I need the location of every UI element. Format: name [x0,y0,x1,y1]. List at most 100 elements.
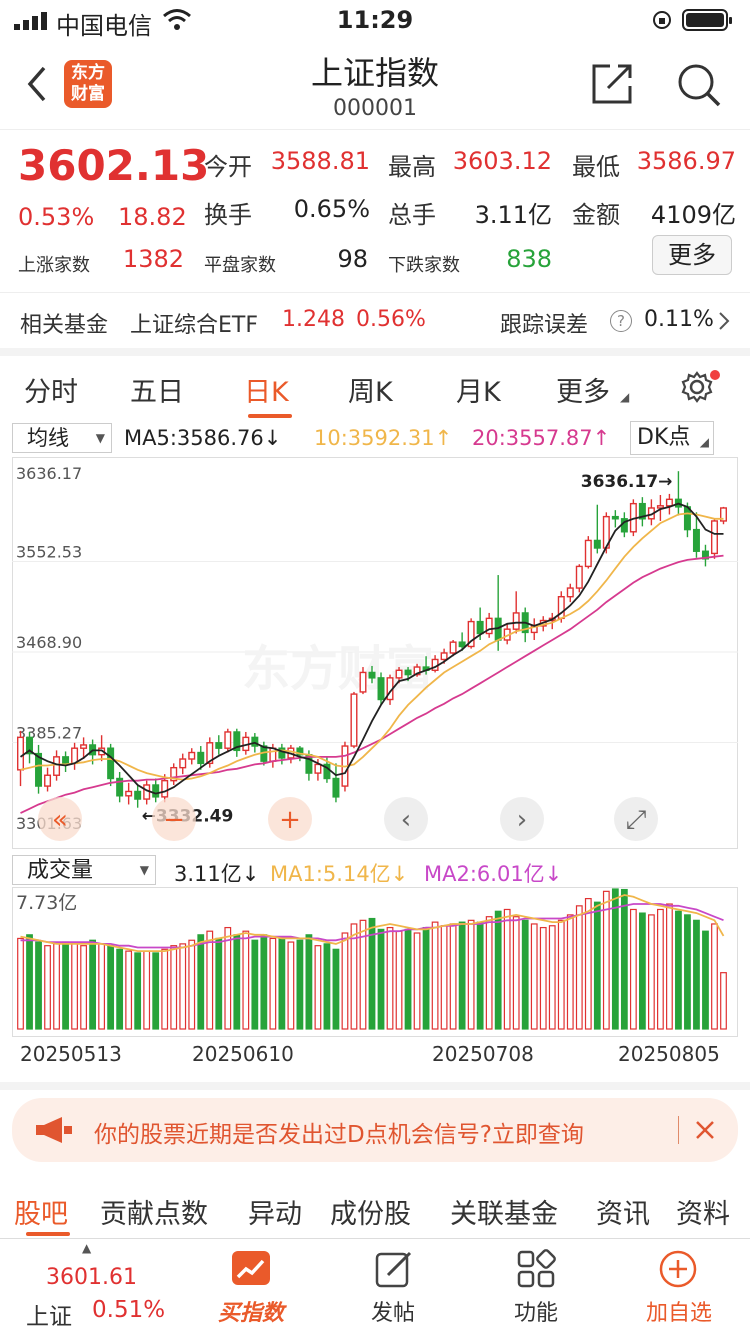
volume-bar [666,903,673,1030]
volume-bar [242,930,250,1030]
tab-intraday[interactable]: 分时 [24,377,78,408]
volume-bar [476,921,484,1030]
volume-indicator-select[interactable]: 成交量 ▼ [12,855,156,885]
candle-body [269,747,277,762]
grid-apps-icon[interactable] [516,1249,556,1289]
tab-guba[interactable]: 股吧 [14,1199,68,1230]
bottom-index-price[interactable]: 3601.61 [46,1265,137,1290]
scroll-left-button[interactable]: ‹ [384,797,428,841]
bottom-index-percent[interactable]: 0.51% [92,1297,166,1323]
volume-bar [693,919,700,1030]
fullscreen-button[interactable]: ⤢ [614,797,658,841]
candle-body [80,744,88,749]
candle-body [611,515,619,520]
candle-body [485,617,493,635]
function-button[interactable]: 功能 [513,1301,558,1326]
volume-bar [629,908,637,1030]
volume-bar [711,923,718,1030]
scroll-right-button[interactable]: › [500,797,544,841]
add-favorite-button[interactable]: 加自选 [645,1301,712,1326]
candle-body [107,747,115,780]
ma20-value: 20:3557.87↑ [472,426,611,450]
back-icon[interactable] [24,64,54,104]
volume-bar [485,916,493,1030]
more-button[interactable]: 更多 [652,235,732,275]
post-button[interactable]: 发帖 [370,1301,415,1326]
max-price-label: 3636.17→ [581,472,673,492]
up-count: 1382 [122,245,184,273]
volume-bar [413,932,421,1030]
volume-bar [332,948,340,1030]
trend-chart-icon[interactable] [230,1249,272,1289]
control-circle [614,797,658,841]
bottom-index-name[interactable]: 上证 [26,1304,72,1330]
help-icon[interactable]: ? [610,310,632,332]
zoom-in-button[interactable]: + [268,797,312,841]
control-circle [38,797,82,841]
volume-chart[interactable]: 7.73亿 [12,887,738,1037]
down-count-label: 下跌家数 [388,255,460,276]
volume-bar [359,919,367,1030]
volume-bar [684,914,691,1030]
close-icon[interactable] [695,1120,715,1140]
settings-icon[interactable] [680,370,714,404]
tab-daily-k[interactable]: 日K [244,377,289,408]
share-icon[interactable] [590,60,636,106]
indicator-select[interactable]: 均线 ▼ [12,423,112,453]
candle-body [584,539,592,568]
scroll-start-button[interactable]: « [38,797,82,841]
volume-bar [116,948,124,1030]
dk-signal-banner[interactable]: 你的股票近期是否发出过D点机会信号?立即查询 [12,1098,738,1162]
buy-index-button[interactable]: 买指数 [217,1301,284,1326]
candle-body [188,751,196,760]
volume-bar [143,950,151,1030]
candle-body [332,777,340,798]
search-icon[interactable] [676,62,722,108]
caret-down-icon: ◢ [699,435,709,449]
tab-related-funds[interactable]: 关联基金 [450,1199,558,1230]
tab-movement[interactable]: 异动 [248,1199,302,1230]
carrier-label: 中国电信 [56,12,152,40]
tab-profile[interactable]: 资料 [676,1199,730,1230]
volume-bar [89,939,97,1030]
page-title: 上证指数 [310,54,439,92]
volume-bar [134,952,142,1030]
fund-price: 1.248 [282,307,345,332]
caret-down-icon: ◢ [620,390,630,404]
add-circle-icon[interactable] [658,1249,698,1289]
tab-monthly-k[interactable]: 月K [456,377,501,408]
tab-more[interactable]: 更多 [556,377,610,408]
tab-constituents[interactable]: 成份股 [330,1199,411,1230]
volume-bar [377,928,385,1030]
candle-body [566,587,574,598]
volume-bar [512,916,520,1030]
date-label: 20250805 [618,1042,720,1066]
control-circle [384,797,428,841]
tab-news[interactable]: 资讯 [596,1199,650,1230]
control-glyph: + [279,805,301,835]
volume-bar [170,945,178,1030]
volume-bar [386,926,394,1030]
ma10-value: 10:3592.31↑ [314,426,453,450]
volume-bar [440,925,448,1030]
volume-bar [71,943,78,1030]
candle-body [440,652,448,661]
volume-bar [206,930,214,1030]
volume-bar [368,917,376,1030]
date-label: 20250610 [192,1042,294,1066]
tab-contribution[interactable]: 贡献点数 [100,1199,208,1230]
period-tabs: 分时 五日 日K 周K 月K 更多 ◢ [0,348,750,418]
battery-icon [682,9,732,31]
edit-icon[interactable] [374,1249,414,1289]
divider [0,1082,750,1090]
zoom-out-button[interactable]: − [152,797,196,841]
tab-weekly-k[interactable]: 周K [348,377,393,408]
dk-point-select[interactable]: DK点 ◢ [630,421,714,455]
turnover-label: 换手 [204,201,252,229]
related-fund-row[interactable]: 相关基金 上证综合ETF 1.248 0.56% 跟踪误差 ? 0.11% [0,292,750,348]
candle-body [197,751,205,765]
tab-five-day[interactable]: 五日 [130,377,184,408]
quote-panel: 3602.13 0.53% 18.82 今开 3588.81 最高 3603.1… [0,131,750,291]
volume-bar [539,926,547,1030]
